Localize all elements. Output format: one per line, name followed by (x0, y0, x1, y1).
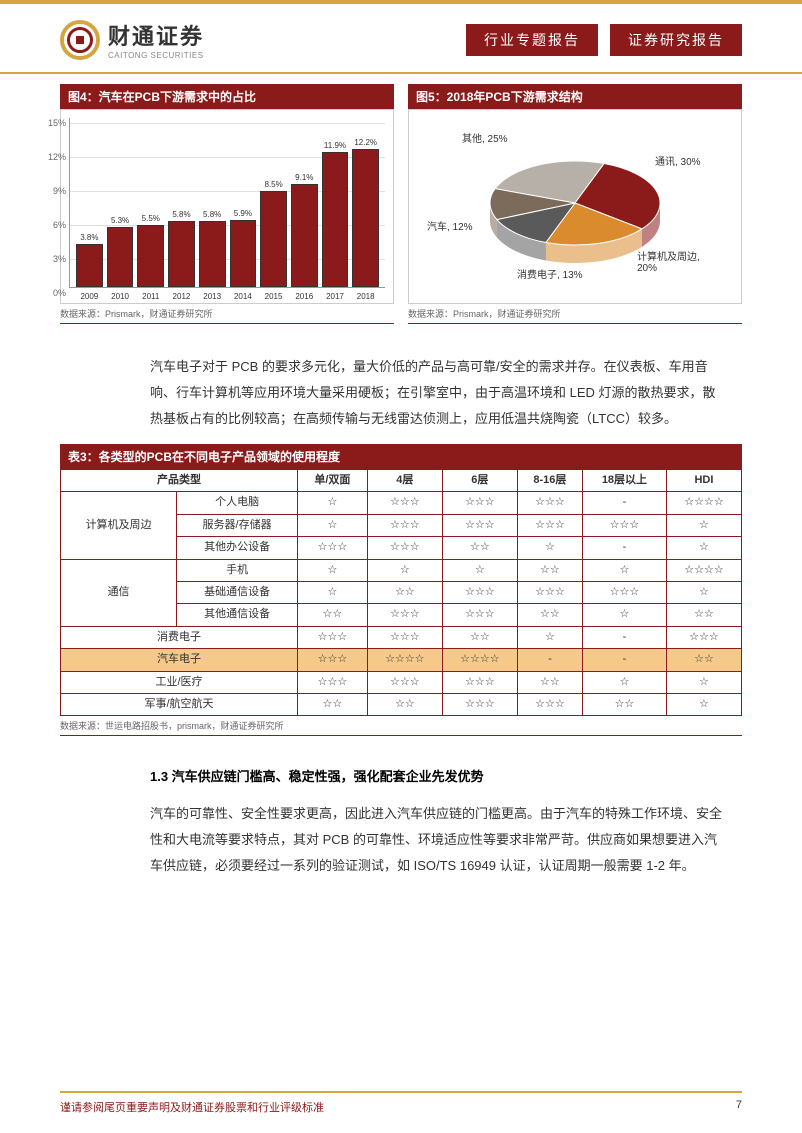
badge-research-report: 证券研究报告 (610, 24, 742, 56)
page-number: 7 (736, 1099, 742, 1115)
bar-2012: 5.8%2012 (168, 210, 195, 287)
pie-label: 汽车, 12% (427, 218, 497, 233)
pie-label: 通讯, 30% (655, 153, 725, 168)
paragraph-1: 汽车电子对于 PCB 的要求多元化，量大价低的产品与高可靠/安全的需求并存。在仪… (0, 324, 802, 444)
bar-2015: 8.5%2015 (260, 180, 287, 287)
section-heading-1-3: 1.3 汽车供应链门槛高、稳定性强，强化配套企业先发优势 (0, 736, 802, 791)
pie-label: 消费电子, 13% (517, 266, 587, 281)
footer-disclaimer: 谨请参阅尾页重要声明及财通证券股票和行业评级标准 (60, 1099, 324, 1115)
table3-section: 表3：各类型的PCB在不同电子产品领域的使用程度 产品类型单/双面4层6层8-1… (0, 444, 802, 736)
table3: 产品类型单/双面4层6层8-16层18层以上HDI计算机及周边个人电脑☆☆☆☆☆… (60, 469, 742, 716)
chart5-container: 图5：2018年PCB下游需求结构 其他, 25% 通讯, 30% 计算机及周边, … (408, 84, 742, 324)
paragraph-2: 汽车的可靠性、安全性要求更高，因此进入汽车供应链的门槛更高。由于汽车的特殊工作环… (0, 791, 802, 891)
bar-2018: 12.2%2018 (352, 138, 379, 287)
chart5-pie-chart: 其他, 25% 通讯, 30% 计算机及周边, 20% 消费电子, 13% 汽车, 12… (417, 118, 733, 288)
table3-source: 数据来源：世运电路招股书，prismark，财通证券研究所 (60, 716, 742, 736)
chart5-title: 图5：2018年PCB下游需求结构 (408, 84, 742, 109)
page-footer: 谨请参阅尾页重要声明及财通证券股票和行业评级标准 7 (60, 1091, 742, 1115)
bar-2017: 11.9%2017 (322, 141, 349, 287)
bar-2014: 5.9%2014 (230, 209, 257, 287)
table3-title: 表3：各类型的PCB在不同电子产品领域的使用程度 (60, 444, 742, 469)
page-header: 财通证券 CAITONG SECURITIES 行业专题报告 证券研究报告 (0, 4, 802, 74)
bar-2010: 5.3%2010 (107, 216, 134, 287)
bar-2009: 3.8%2009 (76, 233, 103, 287)
badge-industry-report: 行业专题报告 (466, 24, 598, 56)
chart4-container: 图4：汽车在PCB下游需求中的占比 0%3%6%9%12%15%3.8%2009… (60, 84, 394, 324)
bar-2016: 9.1%2016 (291, 173, 318, 287)
logo-block: 财通证券 CAITONG SECURITIES (60, 19, 204, 60)
pie-label: 计算机及周边, 20% (637, 248, 707, 274)
header-badges: 行业专题报告 证券研究报告 (466, 24, 742, 56)
bar-2011: 5.5%2011 (137, 214, 164, 287)
bar-2013: 5.8%2013 (199, 210, 226, 287)
chart5-source: 数据来源：Prismark，财通证券研究所 (408, 304, 742, 324)
caitong-logo-icon (60, 20, 100, 60)
pie-label: 其他, 25% (462, 130, 532, 145)
logo-en: CAITONG SECURITIES (108, 51, 204, 60)
chart4-source: 数据来源：Prismark，财通证券研究所 (60, 304, 394, 324)
chart4-bar-chart: 0%3%6%9%12%15%3.8%20095.3%20105.5%20115.… (69, 118, 385, 288)
logo-cn: 财通证券 (108, 19, 204, 51)
chart4-title: 图4：汽车在PCB下游需求中的占比 (60, 84, 394, 109)
